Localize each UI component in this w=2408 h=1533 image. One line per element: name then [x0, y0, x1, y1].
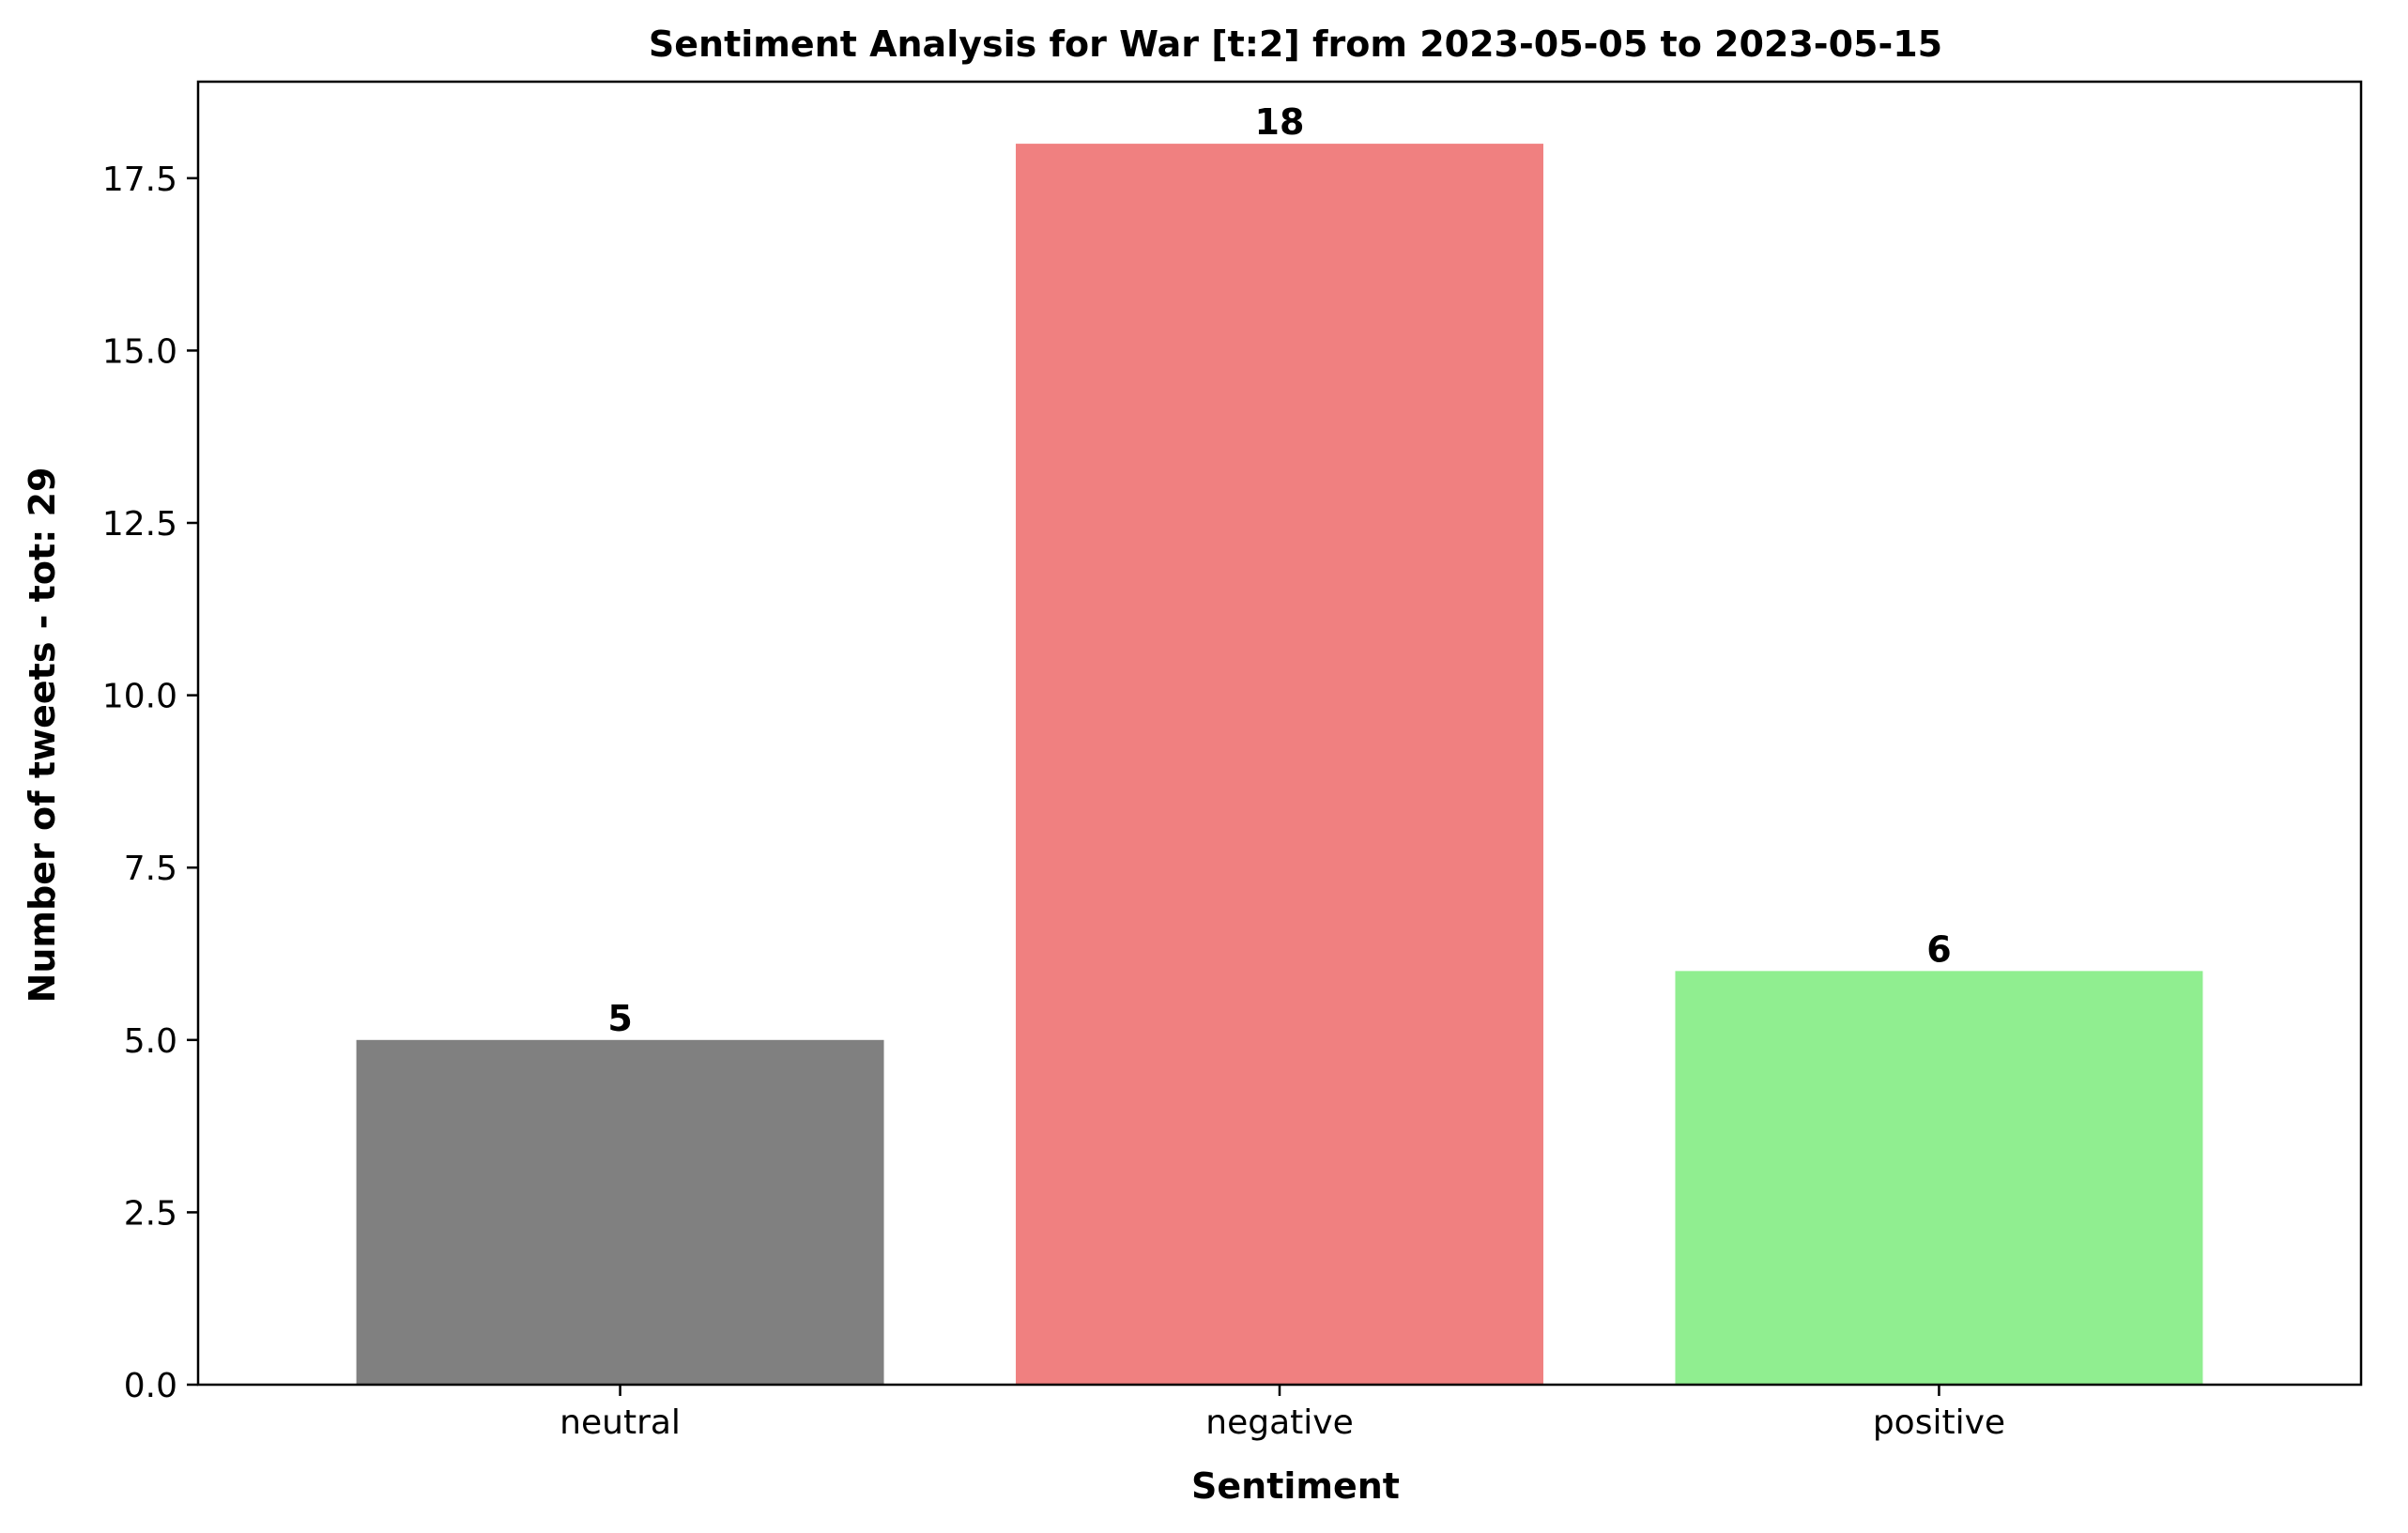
plot-frame — [196, 80, 2363, 1387]
y-tick-label: 0.0 — [124, 1367, 177, 1405]
y-tick-label: 17.5 — [102, 161, 177, 199]
y-tick-label: 12.5 — [102, 505, 177, 544]
x-tick-label-neutral: neutral — [560, 1403, 681, 1442]
x-axis: neutral negative positive — [560, 1385, 2005, 1442]
x-tick-label-negative: negative — [1205, 1403, 1353, 1442]
bar-value-labels: 5 18 6 — [607, 101, 1951, 1039]
y-tick-label: 7.5 — [124, 850, 177, 888]
bar-value-label-neutral: 5 — [607, 998, 632, 1039]
x-tick-label-positive: positive — [1873, 1403, 2005, 1442]
y-axis-title: Number of tweets - tot: 29 — [22, 468, 63, 1004]
bar-value-label-negative: 18 — [1255, 101, 1305, 143]
bar-value-label-positive: 6 — [1926, 928, 1951, 970]
y-tick-label: 2.5 — [124, 1194, 177, 1233]
chart-title: Sentiment Analysis for War [t:2] from 20… — [649, 23, 1942, 65]
y-axis: 0.0 2.5 5.0 7.5 10.0 12.5 15.0 17.5 — [102, 161, 198, 1405]
x-axis-title: Sentiment — [1191, 1465, 1400, 1507]
y-tick-label: 5.0 — [124, 1022, 177, 1061]
y-tick-label: 15.0 — [102, 332, 177, 371]
bar-negative — [1016, 144, 1543, 1386]
y-tick-label: 10.0 — [102, 678, 177, 716]
bars-group — [356, 144, 2203, 1386]
bar-neutral — [356, 1039, 884, 1385]
bar-positive — [1675, 971, 2203, 1385]
